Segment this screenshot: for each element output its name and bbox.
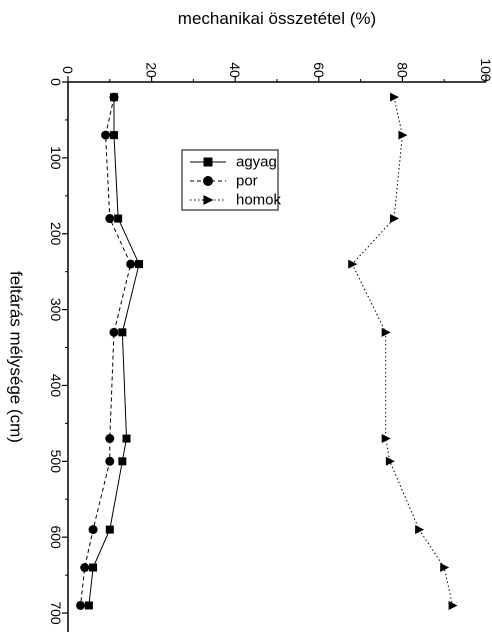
series-homok (348, 92, 458, 610)
data-point (109, 327, 119, 337)
data-point (109, 131, 118, 140)
legend-item-homok: homok (190, 192, 282, 209)
y-tick-label: 0 (60, 66, 76, 74)
data-point (88, 525, 98, 535)
data-point (105, 434, 115, 444)
data-point (105, 214, 115, 224)
data-point (105, 525, 114, 534)
data-point (381, 434, 391, 444)
data-point (415, 525, 425, 535)
series-line (80, 97, 132, 606)
x-tick-label: 700 (48, 601, 64, 625)
data-point (348, 259, 358, 269)
legend-label: por (236, 173, 258, 190)
y-tick-label: 100 (478, 58, 492, 82)
data-point (76, 600, 86, 610)
data-point (114, 214, 123, 223)
data-point (203, 157, 213, 167)
data-point (440, 563, 450, 573)
data-point (390, 92, 400, 102)
data-point (398, 130, 408, 140)
x-tick-label: 600 (48, 525, 64, 549)
y-tick-label: 40 (227, 62, 243, 78)
series-line (88, 97, 140, 606)
data-point (390, 214, 400, 224)
y-tick-label: 60 (311, 62, 327, 78)
data-point (126, 259, 136, 269)
x-tick-label: 300 (48, 298, 64, 322)
data-point (101, 130, 111, 140)
data-point (122, 434, 131, 443)
data-point (203, 176, 213, 186)
data-point (105, 456, 115, 466)
y-tick-label: 20 (144, 62, 160, 78)
y-tick-label: 80 (394, 62, 410, 78)
legend-label: homok (236, 192, 282, 209)
data-point (109, 92, 119, 102)
data-point (80, 563, 90, 573)
y-axis-title: mechanikai összetétel (%) (178, 9, 376, 28)
data-point (118, 457, 127, 466)
data-point (84, 601, 93, 610)
x-tick-label: 200 (48, 222, 64, 246)
x-tick-label: 500 (48, 450, 64, 474)
data-point (118, 328, 127, 337)
data-point (135, 260, 144, 269)
legend-label: agyag (236, 154, 277, 171)
data-point (448, 600, 458, 610)
legend-box (181, 149, 279, 211)
x-tick-label: 100 (48, 146, 64, 170)
x-tick-label: 400 (48, 374, 64, 398)
x-axis-title: feltárás mélysége (cm) (7, 271, 26, 443)
series-por (76, 92, 136, 610)
legend-item-agyag: agyag (190, 154, 277, 171)
data-point (381, 327, 391, 337)
data-point (203, 195, 214, 205)
series-line (351, 97, 454, 606)
data-point (89, 563, 98, 572)
legend-item-por: por (190, 173, 258, 190)
data-point (385, 456, 395, 466)
x-tick-label: 0 (48, 78, 64, 86)
